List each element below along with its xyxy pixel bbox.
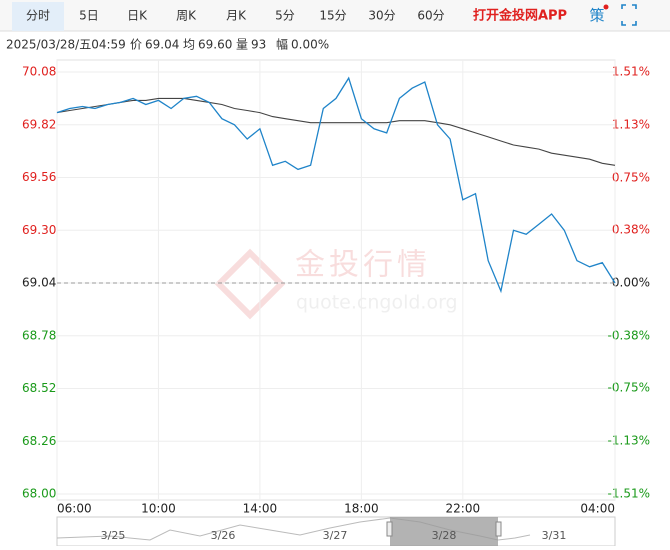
x-tick-label: 04:00 bbox=[580, 502, 615, 516]
active-tab-bg bbox=[12, 2, 64, 31]
x-tick-label: 06:00 bbox=[57, 502, 92, 516]
navigator-dates: 3/25 3/26 3/27 3/28 3/31 bbox=[101, 529, 567, 542]
navigator-date: 3/31 bbox=[542, 529, 567, 542]
app-link[interactable]: 打开金投网APP bbox=[473, 8, 567, 24]
info-range-label: 幅 bbox=[276, 37, 288, 52]
y2-tick-label: 0.38% bbox=[612, 222, 650, 236]
info-line: 2025/03/28/五04:59 价 69.04 均 69.60 量 93 幅… bbox=[6, 37, 329, 52]
tabs: 分时 5日 日K 周K 月K 5分 15分 30分 60分 bbox=[26, 9, 445, 23]
tab[interactable]: 5日 bbox=[79, 9, 99, 23]
y2-tick-label: 1.51% bbox=[612, 65, 650, 79]
navigator-handle-right[interactable] bbox=[495, 521, 502, 537]
tab[interactable]: 周K bbox=[176, 9, 197, 23]
strategy-button[interactable]: 策 bbox=[589, 7, 604, 25]
navigator-selection[interactable] bbox=[390, 517, 498, 546]
navigator-date: 3/26 bbox=[211, 529, 236, 542]
x-tick-label: 22:00 bbox=[446, 502, 481, 516]
x-tick-label: 14:00 bbox=[243, 502, 278, 516]
y2-tick-label: -0.75% bbox=[608, 380, 650, 394]
navigator-date: 3/28 bbox=[432, 529, 457, 542]
y2-tick-label: -0.38% bbox=[608, 329, 650, 343]
series-line bbox=[56, 76, 616, 294]
y2-tick-label: -1.51% bbox=[608, 487, 650, 501]
y-tick-label: 68.00 bbox=[22, 487, 56, 501]
info-volume: 93 bbox=[251, 38, 266, 52]
tab-bar bbox=[0, 0, 670, 31]
y-tick-label: 68.26 bbox=[22, 434, 56, 448]
info-range: 0.00% bbox=[291, 38, 329, 52]
watermark: 金投行情 quote.cngold.org bbox=[214, 248, 458, 320]
y2-tick-label: 1.13% bbox=[612, 118, 650, 132]
info-price-label: 价 bbox=[130, 38, 142, 52]
y-tick-label: 68.52 bbox=[22, 381, 56, 395]
tab[interactable]: 5分 bbox=[275, 9, 295, 23]
watermark-url: quote.cngold.org bbox=[296, 292, 458, 314]
y2-tick-label: 0.75% bbox=[612, 171, 650, 185]
y-tick-label: 69.30 bbox=[22, 223, 56, 237]
notice-dot bbox=[603, 4, 609, 10]
info-avg-label: 均 bbox=[183, 38, 195, 52]
plot: 68.00 68.26 68.52 68.78 69.04 69.30 69.56 69.82… bbox=[22, 60, 650, 516]
y2-tick-label: -1.13% bbox=[608, 433, 650, 447]
navigator-date: 3/25 bbox=[101, 529, 126, 542]
y-tick-label: 69.04 bbox=[22, 276, 56, 290]
watermark-brand: 金投行情 bbox=[295, 248, 431, 283]
x-tick-label: 10:00 bbox=[141, 502, 176, 516]
tab[interactable]: 日K bbox=[127, 9, 148, 23]
info-avg: 69.60 bbox=[198, 38, 232, 52]
tab[interactable]: 30分 bbox=[368, 9, 395, 23]
tab[interactable]: 月K bbox=[226, 9, 247, 23]
tab[interactable]: 分时 bbox=[26, 9, 50, 23]
info-price: 69.04 bbox=[145, 38, 179, 52]
info-volume-label: 量 bbox=[236, 38, 248, 52]
fullscreen-button[interactable] bbox=[621, 4, 637, 26]
info-datetime: 2025/03/28/五04:59 bbox=[6, 38, 126, 52]
tab[interactable]: 15分 bbox=[319, 9, 346, 23]
watermark-logo bbox=[214, 248, 286, 320]
navigator-handle-left[interactable] bbox=[386, 521, 393, 537]
y-tick-label: 70.08 bbox=[22, 65, 56, 79]
y-tick-label: 69.82 bbox=[22, 117, 56, 131]
y-tick-label: 68.78 bbox=[22, 328, 56, 342]
y2-tick-label: 0.00% bbox=[612, 276, 650, 290]
y-tick-label: 69.56 bbox=[22, 170, 56, 184]
tab[interactable]: 60分 bbox=[417, 9, 444, 23]
series-line bbox=[56, 97, 616, 166]
x-tick-label: 18:00 bbox=[344, 502, 379, 516]
navigator-date: 3/27 bbox=[323, 529, 348, 542]
